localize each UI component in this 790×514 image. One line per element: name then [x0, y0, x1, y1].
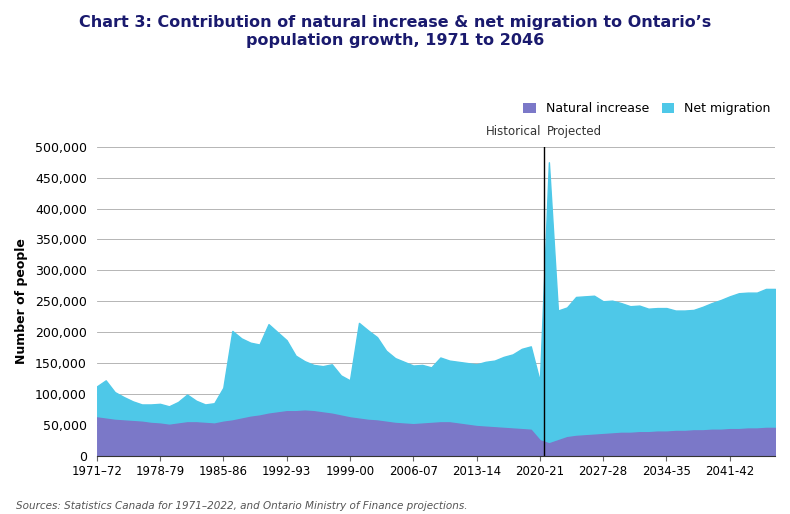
Text: Projected: Projected — [547, 124, 602, 138]
Text: Sources: Statistics Canada for 1971–2022, and Ontario Ministry of Finance projec: Sources: Statistics Canada for 1971–2022… — [16, 502, 468, 511]
Text: Historical: Historical — [486, 124, 542, 138]
Legend: Natural increase, Net migration: Natural increase, Net migration — [518, 98, 776, 120]
Text: Chart 3: Contribution of natural increase & net migration to Ontario’s
populatio: Chart 3: Contribution of natural increas… — [79, 15, 711, 48]
Y-axis label: Number of people: Number of people — [15, 238, 28, 364]
